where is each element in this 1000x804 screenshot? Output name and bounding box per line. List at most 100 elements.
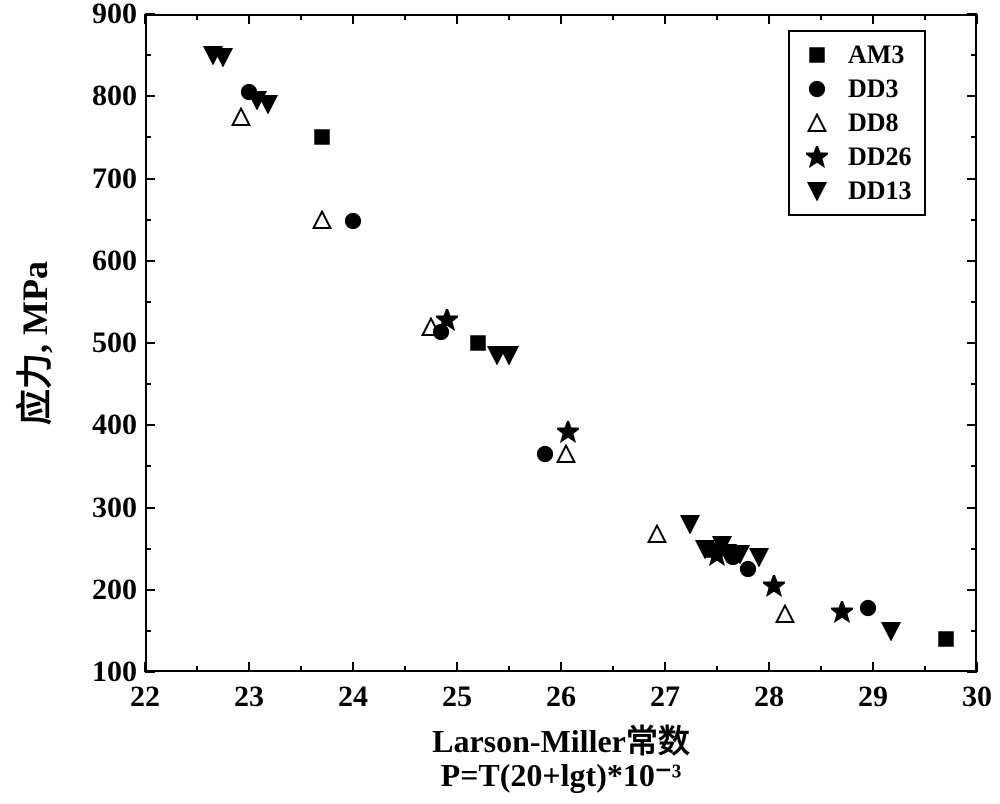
x-tick-top — [768, 14, 770, 24]
y-tick-right — [967, 178, 977, 180]
y-tick — [145, 671, 155, 673]
legend-label: DD26 — [848, 142, 912, 172]
x-minor-tick — [404, 666, 406, 672]
data-point-dd8 — [775, 604, 795, 624]
data-point-dd26 — [831, 601, 853, 623]
x-tick-top — [976, 14, 978, 24]
x-tick-label: 28 — [754, 680, 784, 714]
x-tick-top — [352, 14, 354, 24]
x-tick-label: 26 — [546, 680, 576, 714]
data-point-dd3 — [344, 212, 362, 230]
x-tick — [248, 662, 250, 672]
x-minor-tick-top — [508, 14, 510, 20]
legend-marker-icon — [800, 74, 834, 104]
x-minor-tick — [508, 666, 510, 672]
data-point-dd8 — [556, 444, 576, 464]
y-tick-right — [967, 507, 977, 509]
legend-marker-icon — [800, 40, 834, 70]
legend-item-dd13: DD13 — [800, 174, 912, 208]
data-point-dd13 — [680, 514, 700, 534]
y-minor-tick — [145, 301, 151, 303]
x-minor-tick — [196, 666, 198, 672]
data-point-dd13 — [258, 94, 278, 114]
y-tick-label: 300 — [65, 491, 137, 525]
y-minor-tick-right — [971, 383, 977, 385]
y-tick-right — [967, 13, 977, 15]
legend-label: DD3 — [848, 74, 899, 104]
legend: AM3DD3 DD8 DD26DD13 — [788, 30, 926, 216]
legend-item-dd8: DD8 — [800, 106, 912, 140]
y-tick-label: 500 — [65, 326, 137, 360]
x-axis-label-line2: P=T(20+lgt)*10⁻³ — [441, 756, 682, 794]
data-point-dd13 — [749, 547, 769, 567]
x-minor-tick-top — [612, 14, 614, 20]
data-point-dd3 — [536, 445, 554, 463]
x-minor-tick-top — [716, 14, 718, 20]
y-tick-right — [967, 589, 977, 591]
y-tick-right — [967, 95, 977, 97]
data-point-dd13 — [881, 621, 901, 641]
x-tick-top — [248, 14, 250, 24]
legend-marker-icon — [800, 108, 834, 138]
y-minor-tick — [145, 383, 151, 385]
y-tick-right — [967, 260, 977, 262]
y-tick — [145, 424, 155, 426]
y-tick — [145, 260, 155, 262]
data-point-dd13 — [499, 345, 519, 365]
data-point-am3 — [313, 128, 331, 146]
y-minor-tick — [145, 136, 151, 138]
chart-root: 应力, MPa Larson-Miller常数 P=T(20+lgt)*10⁻³… — [0, 0, 1000, 804]
y-tick — [145, 342, 155, 344]
data-point-am3 — [937, 630, 955, 648]
x-tick — [352, 662, 354, 672]
data-point-dd8 — [647, 524, 667, 544]
y-tick — [145, 589, 155, 591]
legend-item-dd3: DD3 — [800, 72, 912, 106]
y-minor-tick-right — [971, 630, 977, 632]
legend-label: DD8 — [848, 108, 899, 138]
x-tick-top — [144, 14, 146, 24]
x-minor-tick-top — [300, 14, 302, 20]
x-tick-label: 30 — [962, 680, 992, 714]
y-tick-right — [967, 424, 977, 426]
data-point-dd13 — [730, 544, 750, 564]
y-minor-tick-right — [971, 136, 977, 138]
y-tick-label: 200 — [65, 573, 137, 607]
x-tick — [560, 662, 562, 672]
x-tick-label: 23 — [234, 680, 264, 714]
x-tick — [664, 662, 666, 672]
y-minor-tick-right — [971, 219, 977, 221]
y-tick — [145, 13, 155, 15]
x-tick-top — [456, 14, 458, 24]
legend-marker-icon — [800, 176, 834, 206]
x-tick — [768, 662, 770, 672]
x-minor-tick — [924, 666, 926, 672]
data-point-dd8 — [312, 210, 332, 230]
x-tick-top — [664, 14, 666, 24]
x-minor-tick-top — [924, 14, 926, 20]
x-minor-tick-top — [404, 14, 406, 20]
data-point-dd26 — [436, 309, 458, 331]
legend-item-dd26: DD26 — [800, 140, 912, 174]
y-tick-label: 800 — [65, 79, 137, 113]
y-tick — [145, 507, 155, 509]
x-tick-label: 25 — [442, 680, 472, 714]
y-tick-label: 100 — [65, 655, 137, 689]
y-axis-label: 应力, MPa — [6, 261, 58, 425]
y-minor-tick — [145, 219, 151, 221]
y-minor-tick — [145, 548, 151, 550]
x-minor-tick — [716, 666, 718, 672]
x-minor-tick-top — [196, 14, 198, 20]
y-tick-label: 700 — [65, 162, 137, 196]
data-point-dd26 — [557, 421, 579, 443]
y-tick-label: 900 — [65, 0, 137, 31]
x-tick — [872, 662, 874, 672]
y-minor-tick — [145, 465, 151, 467]
x-tick-label: 27 — [650, 680, 680, 714]
legend-marker-icon — [800, 142, 834, 172]
x-minor-tick — [820, 666, 822, 672]
data-point-dd13 — [213, 47, 233, 67]
legend-item-am3: AM3 — [800, 38, 912, 72]
y-minor-tick-right — [971, 301, 977, 303]
y-minor-tick-right — [971, 54, 977, 56]
